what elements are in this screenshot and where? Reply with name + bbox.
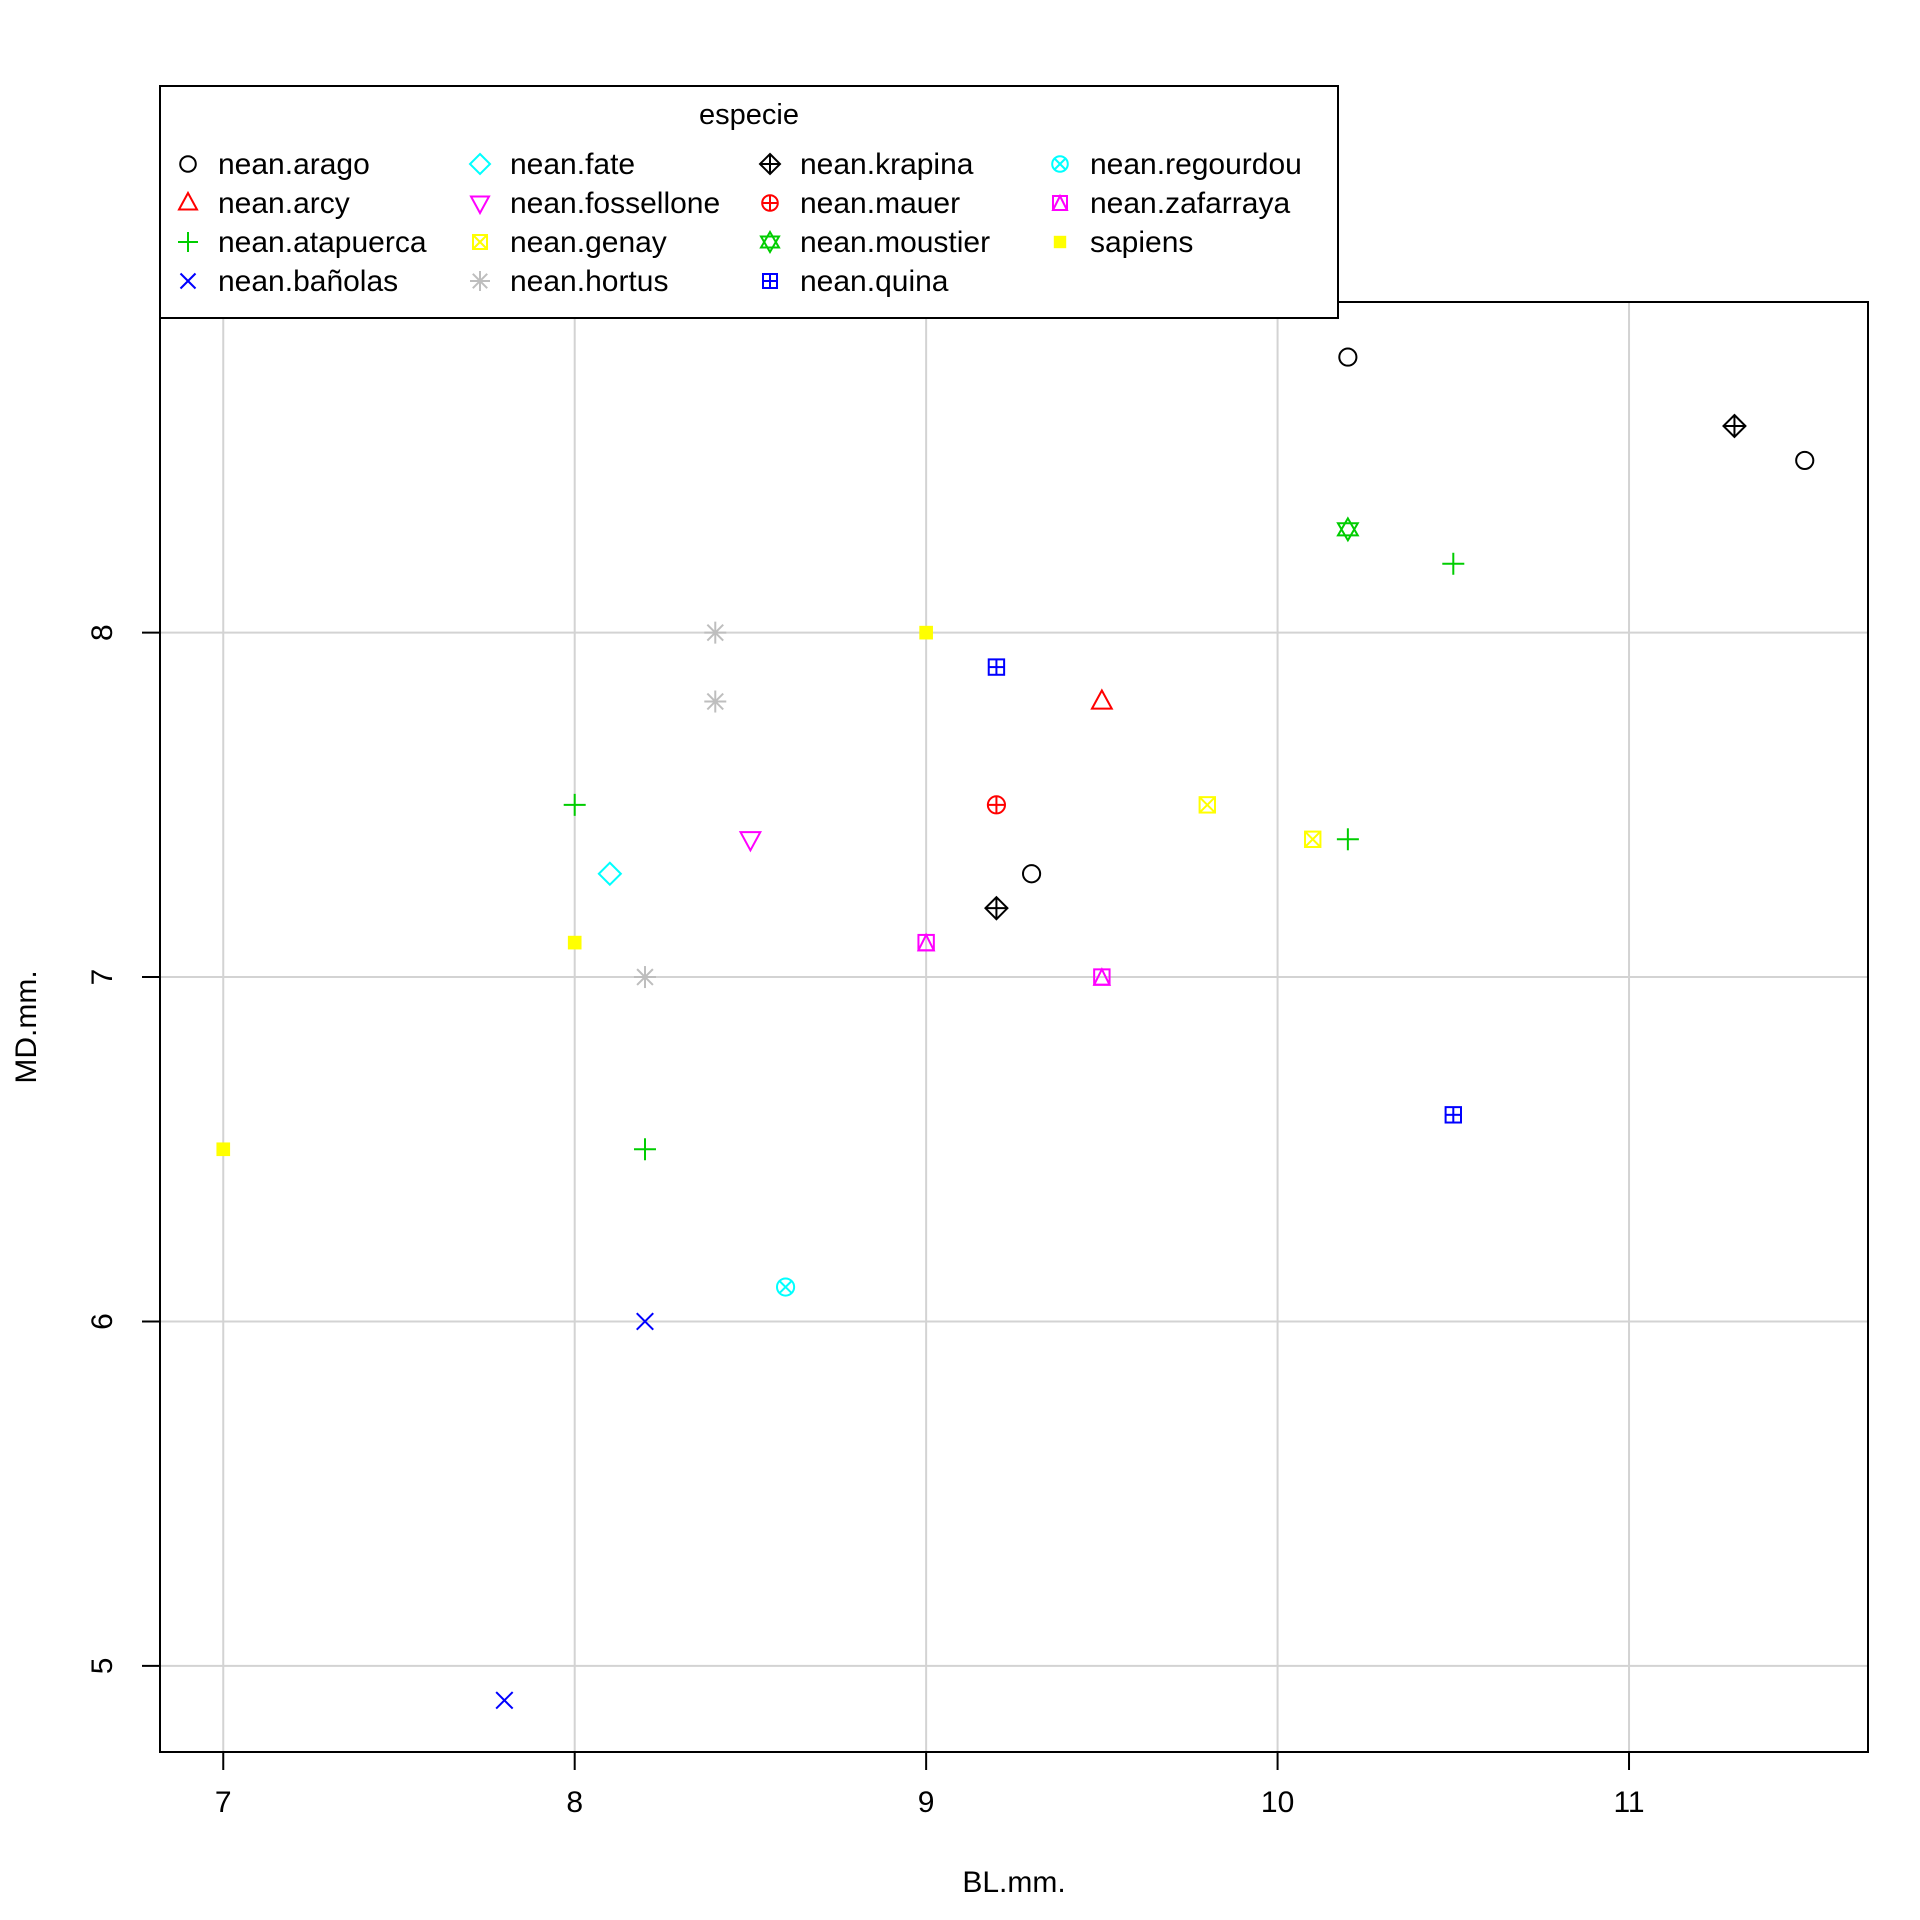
data-point	[738, 831, 763, 853]
legend-label: nean.moustier	[800, 226, 990, 259]
data-point	[1444, 1106, 1463, 1124]
legend-label: nean.zafarraya	[1090, 187, 1290, 220]
legend-item: nean.hortus	[470, 265, 668, 298]
data-point	[1304, 830, 1322, 848]
legend-marker	[179, 272, 197, 290]
legend-marker	[468, 152, 492, 176]
legend-label: nean.fossellone	[510, 187, 720, 220]
data-point	[704, 621, 727, 644]
data-point	[704, 690, 727, 713]
legend-marker	[1053, 235, 1067, 249]
data-point	[633, 966, 656, 989]
legend-item: nean.moustier	[759, 226, 990, 259]
legend-marker	[178, 232, 198, 252]
legend-item: nean.mauer	[761, 187, 960, 220]
data-point	[916, 932, 936, 952]
legend-marker	[762, 273, 778, 289]
x-tick-label: 8	[566, 1786, 583, 1819]
y-tick-label: 5	[86, 1658, 119, 1675]
y-axis-label: MD.mm.	[10, 970, 43, 1083]
legend-marker	[1051, 155, 1069, 173]
x-tick-label: 7	[215, 1786, 232, 1819]
data-point	[1338, 347, 1358, 367]
legend-item: nean.fate	[468, 148, 635, 181]
legend-item: nean.regourdou	[1051, 148, 1302, 181]
legend-item: nean.arago	[179, 148, 370, 181]
legend-marker	[758, 152, 782, 176]
data-point	[1198, 796, 1216, 814]
data-point	[567, 935, 582, 950]
legend-marker	[761, 194, 779, 212]
data-point	[633, 1138, 656, 1161]
grid-lines	[160, 302, 1868, 1752]
data-point	[216, 1142, 231, 1157]
legend-label: nean.hortus	[510, 265, 668, 298]
x-tick-label: 9	[918, 1786, 935, 1819]
data-point	[1442, 552, 1465, 575]
legend-label: nean.mauer	[800, 187, 960, 220]
legend-item: nean.arcy	[177, 187, 350, 220]
legend: especie nean.arago nean.arcy nean.atapuerc…	[159, 85, 1339, 319]
data-point	[775, 1277, 796, 1297]
legend-label: nean.fate	[510, 148, 635, 181]
data-point	[1021, 864, 1042, 884]
data-point	[1336, 516, 1360, 543]
data-point	[1090, 688, 1114, 710]
y-tick-label: 7	[86, 969, 119, 986]
legend-marker	[1051, 193, 1069, 211]
legend-label: nean.bañolas	[218, 265, 398, 298]
legend-title: especie	[699, 99, 799, 131]
data-point	[919, 625, 933, 640]
y-axis: 5 6 7 8	[86, 624, 160, 1674]
legend-marker	[472, 234, 488, 250]
data-point	[1795, 450, 1815, 471]
legend-marker	[179, 155, 197, 173]
legend-item: nean.krapina	[758, 148, 974, 181]
legend-label: nean.arcy	[218, 187, 350, 220]
legend-item: nean.fossellone	[469, 187, 720, 220]
x-axis-label: BL.mm.	[962, 1866, 1065, 1899]
legend-label: nean.quina	[800, 265, 949, 298]
legend-marker	[469, 195, 491, 216]
legend-item: nean.genay	[472, 226, 667, 259]
legend-marker	[177, 190, 199, 211]
plot-frame	[159, 301, 1869, 1753]
data-point	[986, 795, 1007, 815]
legend-item: nean.atapuerca	[178, 226, 427, 259]
legend-item: nean.zafarraya	[1051, 187, 1290, 220]
data-point	[984, 895, 1009, 921]
legend-marker	[470, 271, 490, 291]
data-points	[216, 347, 1815, 1710]
legend-box	[159, 85, 1339, 319]
x-axis: 7 8 9 10 11	[215, 1752, 1645, 1819]
legend-label: nean.regourdou	[1090, 148, 1302, 181]
data-point	[636, 1312, 654, 1331]
legend-items: nean.arago nean.arcy nean.atapuerca nean.ba…	[177, 148, 1302, 298]
legend-item: sapiens	[1053, 226, 1193, 259]
data-point	[495, 1691, 514, 1710]
data-point	[563, 793, 586, 816]
x-tick-label: 10	[1261, 1786, 1294, 1819]
data-point	[987, 658, 1006, 676]
data-point	[1722, 413, 1747, 439]
legend-label: nean.genay	[510, 226, 667, 259]
legend-label: nean.atapuerca	[218, 226, 427, 259]
legend-label: nean.arago	[218, 148, 370, 181]
legend-item: nean.bañolas	[179, 265, 398, 298]
y-tick-label: 6	[86, 1313, 119, 1330]
data-point	[1336, 828, 1359, 851]
legend-marker	[759, 230, 781, 254]
data-point	[597, 861, 623, 887]
data-point	[1092, 967, 1112, 986]
legend-item: nean.quina	[762, 265, 949, 298]
legend-label: nean.krapina	[800, 148, 974, 181]
x-tick-label: 11	[1613, 1786, 1644, 1819]
y-tick-label: 8	[86, 624, 119, 641]
legend-label: sapiens	[1090, 226, 1193, 259]
